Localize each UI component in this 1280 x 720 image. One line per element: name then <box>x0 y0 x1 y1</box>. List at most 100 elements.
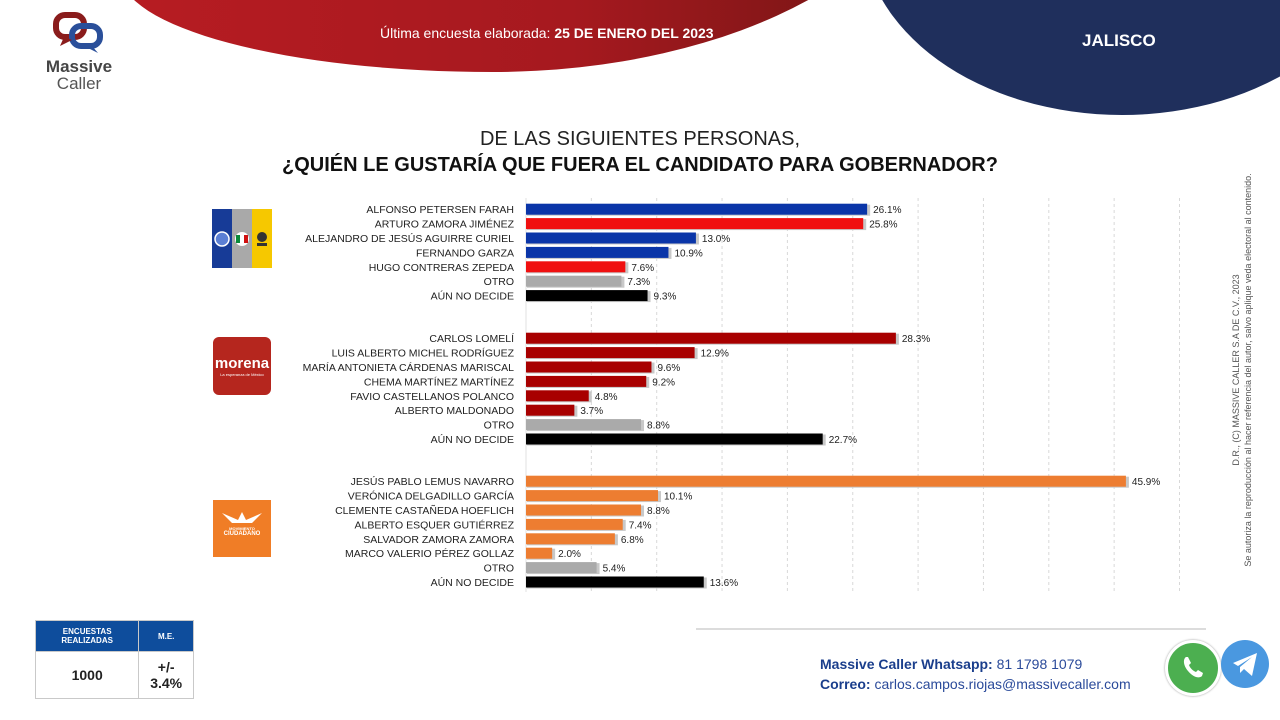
speech-bubbles-icon <box>50 12 108 53</box>
surveys-value: 1000 <box>34 651 140 699</box>
bar <box>526 290 648 302</box>
category-label: JESÚS PABLO LEMUS NAVARRO <box>351 475 514 488</box>
bar <box>526 518 623 530</box>
bar <box>526 232 696 244</box>
bar <box>526 547 553 559</box>
copyright-notice: D.R., (C) MASSIVE CALLER S.A DE C.V., 20… <box>1230 140 1254 600</box>
email-address[interactable]: carlos.campos.riojas@massivecaller.com <box>874 676 1131 692</box>
chart-title-line1: DE LAS SIGUIENTES PERSONAS, <box>479 128 801 150</box>
bar <box>526 504 642 516</box>
bar <box>526 433 823 445</box>
category-label: ALFONSO PETERSEN FARAH <box>366 204 514 216</box>
copyright-line2: Se autoriza la reproducción al hacer ref… <box>1243 173 1253 567</box>
category-label: FAVIO CASTELLANOS POLANCO <box>350 391 514 403</box>
data-label: 3.7% <box>580 406 603 417</box>
category-label: FERNANDO GARZA <box>416 247 514 259</box>
mc-logo-line2: CIUDADANO <box>223 531 261 537</box>
category-label: VERÓNICA DELGADILLO GARCÍA <box>348 490 514 503</box>
bar <box>526 576 704 588</box>
data-label: 8.8% <box>647 421 670 432</box>
category-label: MARÍA ANTONIETA CÁRDENAS MARISCAL <box>303 361 515 374</box>
data-label: 26.1% <box>873 205 901 216</box>
category-label: ARTURO ZAMORA JIMÉNEZ <box>375 218 515 231</box>
category-label: OTRO <box>484 563 514 575</box>
bar <box>526 419 642 431</box>
margin-error-value: +/- 3.4% <box>138 651 194 699</box>
data-label: 10.1% <box>664 492 692 503</box>
brand-name-line1: Massive <box>45 57 113 76</box>
survey-info-table: ENCUESTAS REALIZADAS M.E. 1000 +/- 3.4% <box>34 620 194 699</box>
mc-logo-line1: MOVIMIENTO <box>229 526 255 531</box>
data-label: 7.6% <box>631 263 654 274</box>
footer-divider <box>696 628 1206 630</box>
data-label: 7.3% <box>627 277 650 288</box>
category-label: OTRO <box>484 276 514 288</box>
data-label: 12.9% <box>701 349 729 360</box>
category-label: SALVADOR ZAMORA ZAMORA <box>363 534 514 546</box>
data-label: 7.4% <box>629 520 652 531</box>
whatsapp-icon[interactable] <box>1165 640 1221 696</box>
state-name: JALISCO <box>1082 31 1156 50</box>
bar <box>526 475 1126 487</box>
data-label: 28.3% <box>902 334 930 345</box>
bar <box>526 533 615 545</box>
data-label: 9.6% <box>657 363 680 374</box>
bar <box>526 562 597 574</box>
survey-date-value: 25 DE ENERO DEL 2023 <box>554 25 714 41</box>
category-label: CARLOS LOMELÍ <box>429 332 514 345</box>
bar <box>526 404 575 416</box>
data-label: 45.9% <box>1132 477 1160 488</box>
margin-error-header: M.E. <box>138 620 194 652</box>
pan-pri-prd-logo <box>212 209 272 268</box>
data-label: 13.6% <box>710 578 738 589</box>
bar <box>526 347 695 359</box>
pan-logo-icon <box>212 209 232 268</box>
category-label: ALBERTO ESQUER GUTIÉRREZ <box>355 518 515 531</box>
category-label: AÚN NO DECIDE <box>431 433 514 446</box>
data-label: 6.8% <box>621 535 644 546</box>
contact-info: Massive Caller Whatsapp: 81 1798 1079 Co… <box>820 654 1131 694</box>
bar <box>526 332 896 344</box>
data-label: 13.0% <box>702 234 730 245</box>
whatsapp-label: Massive Caller Whatsapp: <box>820 656 993 672</box>
whatsapp-number[interactable]: 81 1798 1079 <box>996 656 1083 672</box>
morena-logo-slogan: La esperanza de México <box>220 372 264 377</box>
morena-logo: morena La esperanza de México <box>213 337 271 395</box>
category-label: LUIS ALBERTO MICHEL RODRÍGUEZ <box>332 347 515 360</box>
bar <box>526 375 647 387</box>
bar <box>526 275 622 287</box>
bar <box>526 390 589 402</box>
bar <box>526 261 626 273</box>
data-label: 22.7% <box>829 435 857 446</box>
bar <box>526 203 868 215</box>
category-label: AÚN NO DECIDE <box>431 576 514 589</box>
category-label: CHEMA MARTÍNEZ MARTÍNEZ <box>364 375 515 388</box>
pri-logo-icon <box>232 209 252 268</box>
survey-date-banner: Última encuesta elaborada: 25 DE ENERO D… <box>380 25 714 41</box>
brand-name-line2: Caller <box>56 74 102 93</box>
data-label: 9.2% <box>652 377 675 388</box>
category-label: CLEMENTE CASTAÑEDA HOEFLICH <box>335 504 514 517</box>
data-label: 9.3% <box>654 292 677 303</box>
data-label: 8.8% <box>647 506 670 517</box>
prd-logo-icon <box>252 209 272 268</box>
data-label: 5.4% <box>603 564 626 575</box>
movimiento-ciudadano-logo: MOVIMIENTO CIUDADANO <box>213 500 271 557</box>
massive-caller-logo: Massive Caller <box>34 12 124 97</box>
bar <box>526 361 652 373</box>
category-label: ALEJANDRO DE JESÚS AGUIRRE CURIEL <box>305 232 514 245</box>
eagle-icon <box>222 512 262 523</box>
morena-logo-text: morena <box>214 355 270 372</box>
telegram-icon[interactable] <box>1221 640 1269 688</box>
chart-title-line2: ¿QUIÉN LE GUSTARÍA QUE FUERA EL CANDIDAT… <box>282 154 998 176</box>
category-label: MARCO VALERIO PÉREZ GOLLAZ <box>345 547 515 560</box>
bar <box>526 490 659 502</box>
data-label: 25.8% <box>869 220 897 231</box>
data-label: 4.8% <box>595 392 618 403</box>
bar <box>526 218 864 230</box>
category-label: ALBERTO MALDONADO <box>395 405 514 417</box>
bar <box>526 246 669 258</box>
data-label: 2.0% <box>558 549 581 560</box>
category-label: HUGO CONTRERAS ZEPEDA <box>369 262 514 274</box>
